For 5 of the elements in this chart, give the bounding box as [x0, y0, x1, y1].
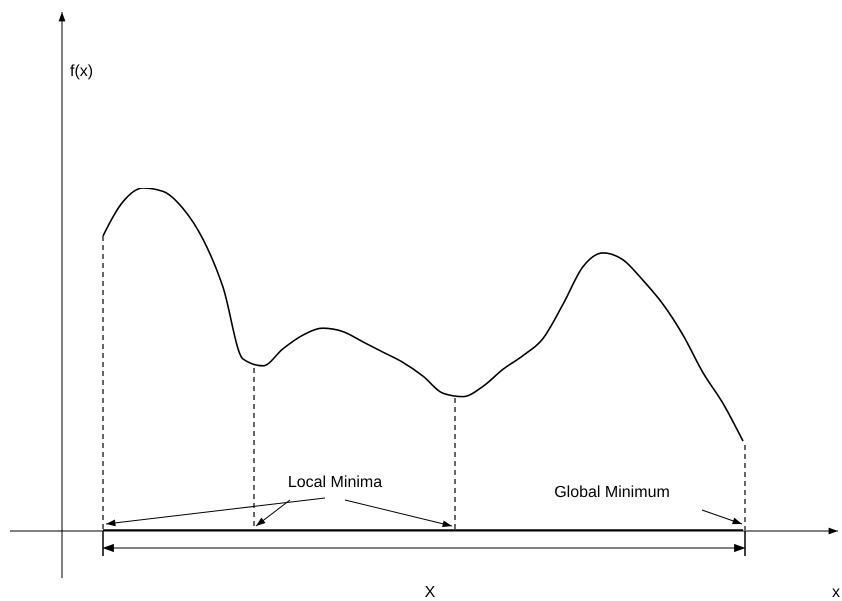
- text: f(x): [70, 63, 94, 80]
- text: X: [424, 584, 436, 601]
- annotation: Global Minimum: [554, 484, 670, 501]
- text: x: [832, 584, 840, 601]
- annotation: Local Minima: [288, 474, 382, 491]
